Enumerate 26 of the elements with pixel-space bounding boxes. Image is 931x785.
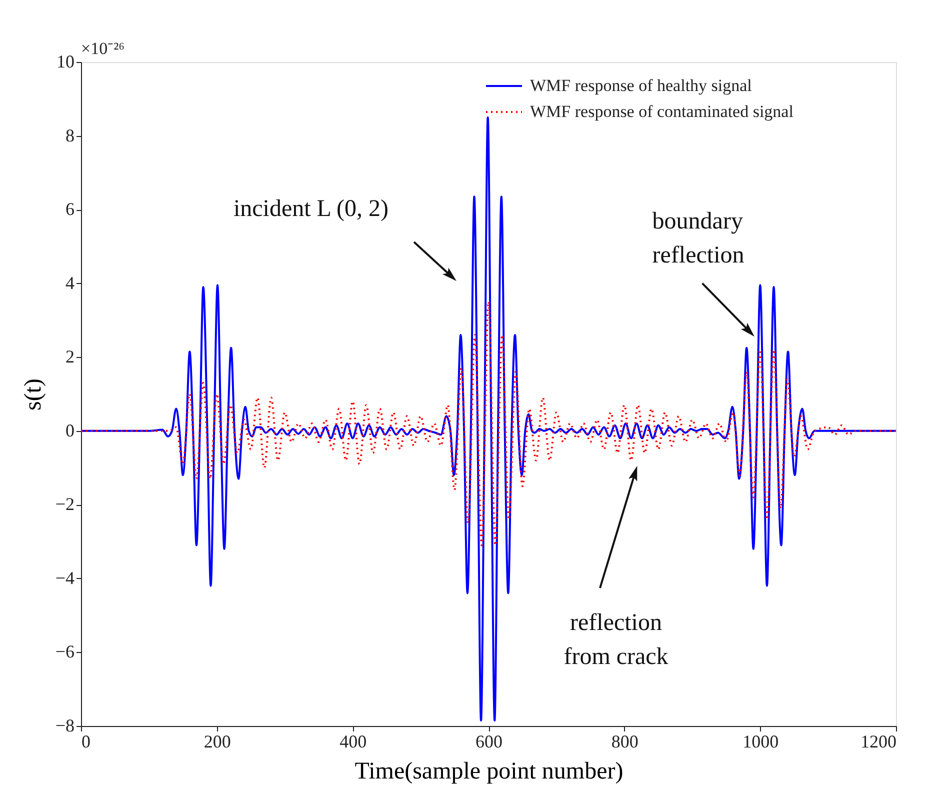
x-tick-label: 0	[82, 732, 90, 752]
y-tick-label: −8	[55, 716, 74, 736]
y-tick-label: 4	[66, 272, 74, 293]
x-axis-title: Time(sample point number)	[354, 758, 624, 784]
x-tick-label: 600	[476, 732, 502, 752]
y-tick-label: 10	[56, 52, 74, 72]
y-tick-label: −6	[55, 642, 74, 662]
y-tick-label: 8	[66, 125, 74, 146]
y-tick-label: 0	[66, 420, 74, 440]
y-tick-label: −4	[55, 568, 74, 588]
y-tick-label: 2	[66, 346, 74, 367]
legend-label: WMF response of healthy signal	[530, 76, 752, 95]
y-axis-title: s(t)	[20, 378, 46, 410]
x-tick-label: 200	[204, 732, 231, 752]
annotation: reflection from crack	[564, 610, 668, 670]
text: ×10⁻²⁶	[81, 39, 125, 58]
legend-label: WMF response of contaminated signal	[530, 102, 794, 121]
annotation: boundary reflection	[652, 208, 744, 268]
x-tick-label: 1000	[742, 732, 779, 752]
y-tick-label: −2	[55, 494, 74, 514]
annotation: incident L (0, 2)	[233, 196, 389, 222]
x-tick-label: 400	[340, 732, 367, 752]
y-tick-label: 6	[66, 199, 74, 220]
x-tick-label: 1200	[860, 732, 896, 752]
x-tick-label: 800	[611, 732, 638, 752]
line-series	[80, 300, 897, 546]
